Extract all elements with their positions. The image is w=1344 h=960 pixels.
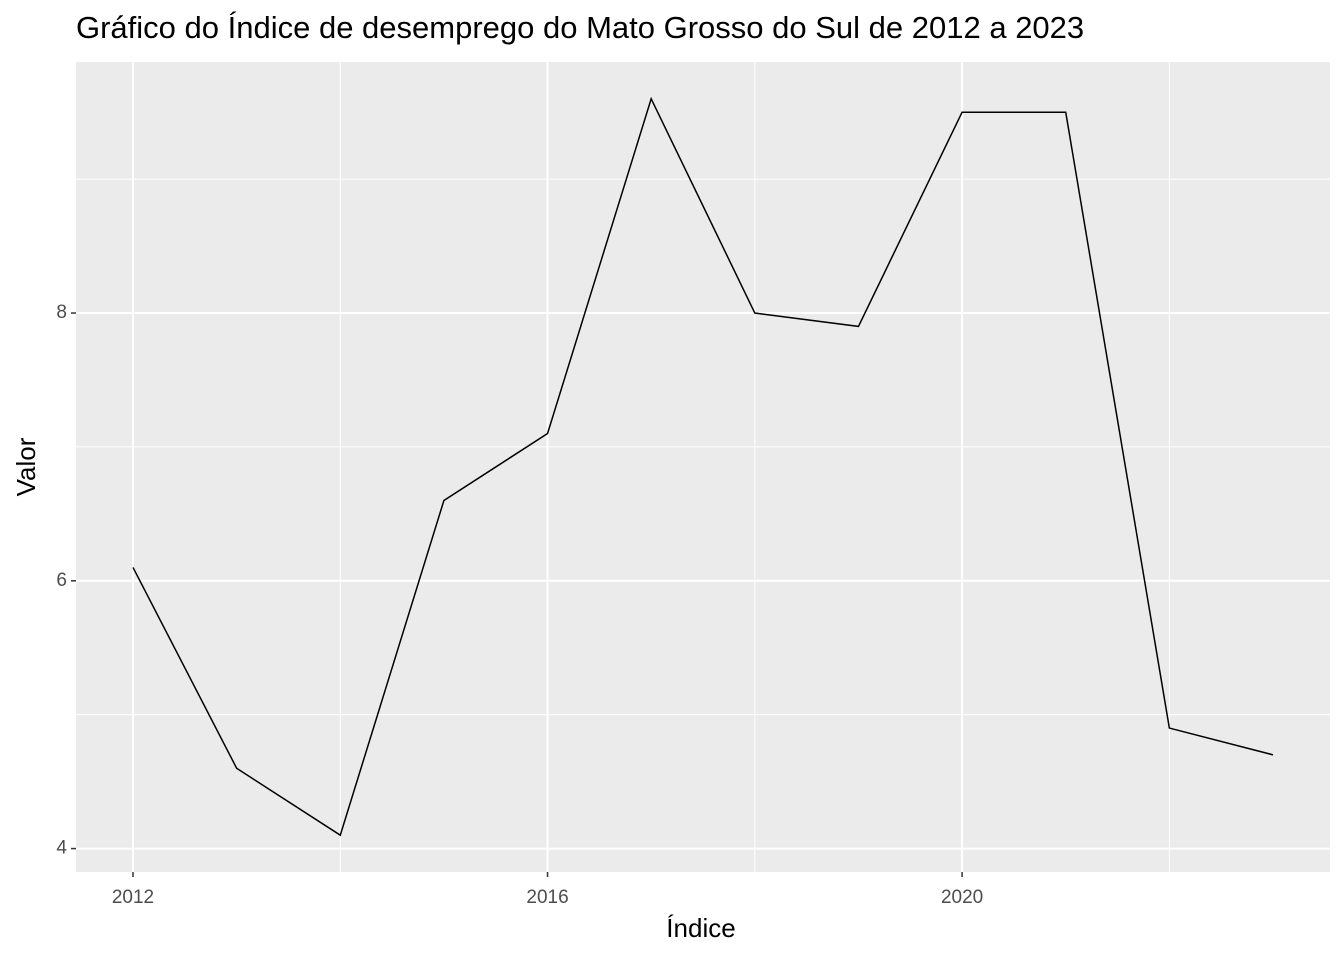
x-tick-label: 2012 xyxy=(112,887,154,908)
x-axis-title: Índice xyxy=(666,913,735,943)
data-line xyxy=(132,96,1274,837)
y-tick-label: 6 xyxy=(56,570,67,591)
y-tick-label: 4 xyxy=(56,838,67,859)
chart-title: Gráfico do Índice de desemprego do Mato … xyxy=(76,10,1084,45)
y-tick-label: 8 xyxy=(56,302,67,323)
plot-panel xyxy=(76,62,1330,872)
x-tick-label: 2020 xyxy=(941,887,983,908)
y-axis-title: Valor xyxy=(11,437,41,496)
x-tick-label: 2016 xyxy=(526,887,568,908)
